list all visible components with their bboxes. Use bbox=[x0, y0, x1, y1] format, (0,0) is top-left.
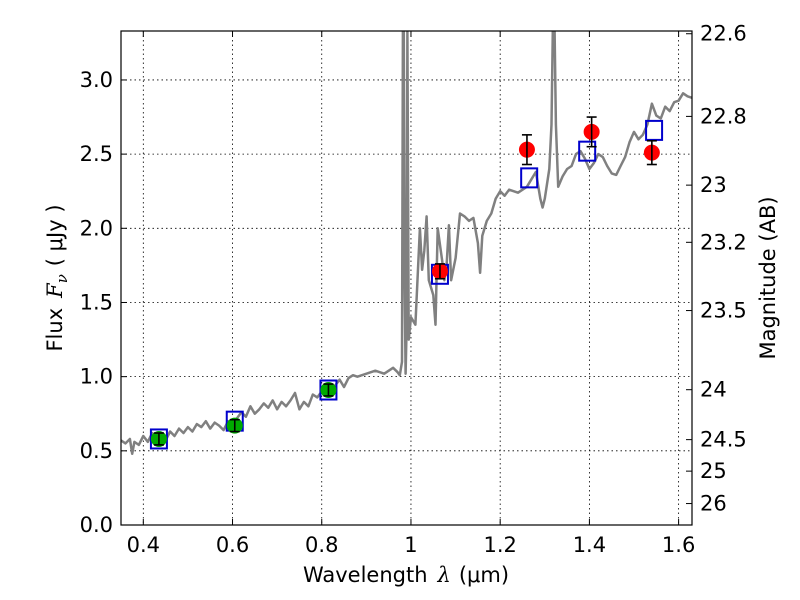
y2-tick-label: 22.6 bbox=[700, 22, 747, 46]
y-tick-label: 0.5 bbox=[80, 439, 113, 463]
y-axis-label-subscript: ν bbox=[53, 274, 71, 283]
x-tick-label: 1.6 bbox=[662, 533, 695, 557]
x-tick-label: 1.2 bbox=[483, 533, 516, 557]
x-axis-label: Wavelength λ (μm) bbox=[303, 563, 509, 587]
plot-frame bbox=[120, 30, 693, 526]
y2-tick-label: 23.2 bbox=[700, 230, 747, 254]
y2-tick-label: 24.5 bbox=[700, 428, 747, 452]
x-tick-label: 1 bbox=[404, 533, 417, 557]
x-tick-label: 0.4 bbox=[127, 533, 160, 557]
model-photometry-square bbox=[520, 167, 539, 189]
y2-tick-label: 23 bbox=[700, 173, 727, 197]
model-photometry-square bbox=[645, 119, 664, 141]
axis-ticks: 0.4 0.6 0.8 1 1.2 1.4 1.6 0.0 0.5 1.0 1.5 2.0 2.5 3.0… bbox=[80, 22, 747, 557]
y-tick-label: 2.5 bbox=[80, 142, 113, 166]
x-tick-label: 0.8 bbox=[305, 533, 338, 557]
plot-area bbox=[121, 31, 692, 456]
model-photometry-square bbox=[578, 140, 597, 162]
x-tick-label: 0.6 bbox=[216, 533, 249, 557]
y-tick-label: 2.0 bbox=[80, 216, 113, 240]
y-tick-label: 0.0 bbox=[80, 513, 113, 537]
x-axis-label-symbol: λ bbox=[437, 563, 451, 587]
y-tick-label: 1.0 bbox=[80, 365, 113, 389]
y-tick-label: 3.0 bbox=[80, 68, 113, 92]
x-axis-label-text: Wavelength bbox=[303, 563, 428, 587]
y2-tick-label: 25 bbox=[700, 459, 727, 483]
x-tick-label: 1.4 bbox=[573, 533, 606, 557]
y-axis-label-unit: ( μJy ) bbox=[43, 204, 67, 266]
y-axis-label: Flux Fν ( μJy ) bbox=[43, 204, 71, 351]
x-axis-label-unit: (μm) bbox=[459, 563, 509, 587]
y-tick-label: 1.5 bbox=[80, 290, 113, 314]
y2-tick-label: 23.5 bbox=[700, 299, 747, 323]
y2-tick-label: 24 bbox=[700, 378, 727, 402]
y2-tick-label: 26 bbox=[700, 492, 727, 516]
y-axis-label-text: Flux bbox=[43, 308, 67, 352]
y-axis-label-symbol: F bbox=[43, 282, 67, 299]
y2-axis-label: Magnitude (AB) bbox=[756, 196, 780, 359]
y2-tick-label: 22.8 bbox=[700, 104, 747, 128]
spectrum-line bbox=[121, 31, 692, 456]
